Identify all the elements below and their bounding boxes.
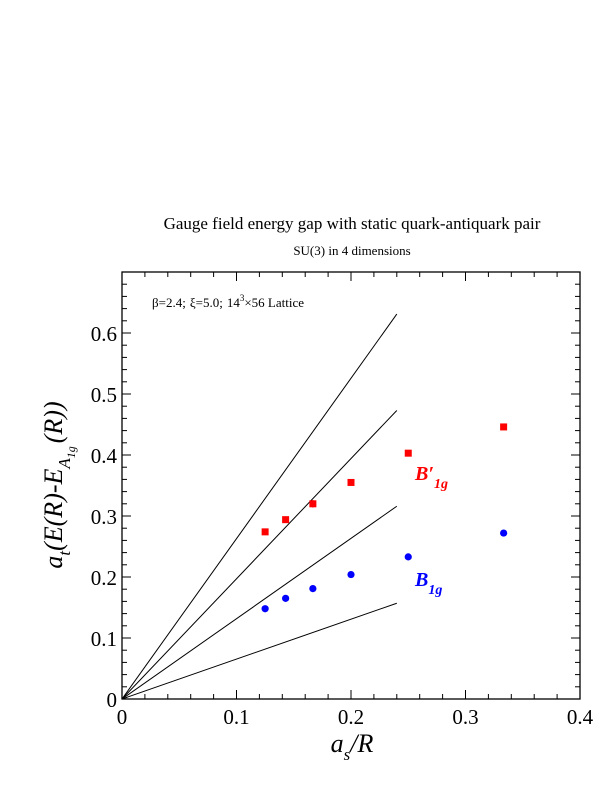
x-tick-label: 0.1 — [223, 705, 249, 729]
plot-annotation: β=2.4; ξ=5.0; 143×56 Lattice — [152, 293, 304, 310]
data-point-b-1g — [347, 570, 355, 579]
data-point-b-prime-1g — [500, 423, 508, 431]
reference-line — [121, 410, 398, 700]
series-label-b-1g: B1g — [414, 569, 442, 598]
tick-labels: 0 0.1 0.2 0.3 0.4 0 0.1 0.2 0.3 0.4 0.5 0.6 — [91, 322, 594, 729]
data-point-b-prime-1g — [261, 528, 269, 536]
y-tick-label: 0.3 — [91, 505, 117, 529]
y-axis-label: at(E(R)-EA1g(R)) — [39, 401, 78, 568]
reference-line — [121, 313, 398, 700]
y-tick-label: 0.4 — [91, 444, 118, 468]
reference-line — [121, 505, 398, 700]
reference-line — [121, 602, 397, 700]
data-point-b-1g — [500, 529, 508, 537]
reference-lines — [121, 313, 398, 700]
series-label-b-prime-1g: B′1g — [414, 463, 448, 492]
axis-ticks — [121, 271, 581, 700]
x-tick-label: 0.2 — [338, 705, 364, 729]
x-tick-label: 0.3 — [452, 705, 478, 729]
data-point-b-1g — [309, 584, 317, 593]
x-tick-label: 0.4 — [567, 705, 594, 729]
y-tick-label: 0.1 — [91, 627, 117, 651]
chart-subtitle: SU(3) in 4 dimensions — [293, 243, 410, 258]
data-point-b-prime-1g — [282, 516, 290, 524]
data-marks — [261, 423, 508, 613]
data-point-b-prime-1g — [347, 478, 355, 486]
x-tick-label: 0 — [117, 705, 128, 729]
data-point-b-1g — [261, 605, 269, 613]
data-point-b-1g — [404, 553, 412, 561]
y-tick-label: 0.2 — [91, 566, 117, 590]
y-tick-label: 0.6 — [91, 322, 117, 346]
data-point-b-prime-1g — [404, 449, 412, 457]
data-point-b-prime-1g — [309, 500, 317, 508]
y-tick-label: 0.5 — [91, 383, 117, 407]
data-point-b-1g — [282, 594, 290, 602]
y-tick-label: 0 — [107, 688, 118, 712]
chart-title: Gauge field energy gap with static quark… — [164, 214, 541, 233]
x-axis-label: as/R — [331, 729, 374, 764]
